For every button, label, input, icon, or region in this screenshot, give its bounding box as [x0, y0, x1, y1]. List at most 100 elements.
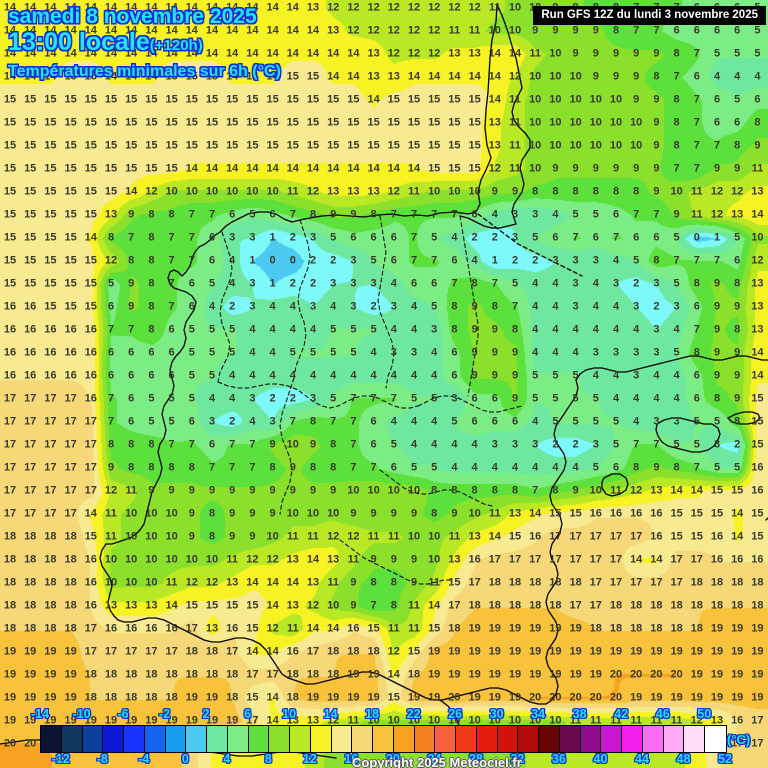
- grid-value: 4: [754, 70, 761, 83]
- grid-value: 16: [226, 622, 239, 635]
- grid-value: 17: [44, 461, 57, 474]
- color-scale-tick: 14: [323, 707, 338, 721]
- grid-value: 5: [410, 461, 418, 474]
- grid-value: 14: [205, 47, 219, 60]
- color-scale-swatch: [393, 726, 415, 752]
- grid-value: 15: [3, 185, 17, 198]
- grid-value: 14: [266, 714, 279, 727]
- grid-value: 7: [188, 208, 195, 221]
- color-scale-swatch: [705, 726, 726, 752]
- grid-value: 19: [529, 645, 542, 658]
- grid-value: 4: [431, 369, 438, 382]
- grid-value: 3: [653, 277, 660, 290]
- grid-value: 18: [44, 599, 57, 612]
- grid-value: 7: [693, 116, 700, 129]
- color-scale-swatch: [456, 726, 477, 752]
- grid-value: 11: [347, 714, 360, 727]
- grid-value: 9: [390, 507, 397, 520]
- grid-value: 14: [104, 1, 118, 14]
- grid-value: 4: [229, 392, 236, 405]
- grid-value: 10: [569, 139, 582, 152]
- grid-value: 6: [491, 392, 498, 405]
- grid-value: 9: [390, 553, 397, 566]
- grid-value: 6: [188, 300, 195, 313]
- grid-value: 13: [448, 47, 461, 60]
- grid-value: 4: [612, 369, 620, 382]
- grid-value: 2: [471, 231, 478, 244]
- grid-value: 9: [229, 530, 236, 543]
- grid-value: 9: [370, 507, 377, 520]
- grid-value: 5: [592, 461, 599, 474]
- grid-value: 18: [104, 691, 118, 704]
- grid-value: 18: [306, 668, 320, 681]
- grid-value: 4: [208, 300, 216, 313]
- grid-value: 16: [710, 530, 724, 543]
- grid-value: 18: [407, 668, 421, 681]
- grid-value: 6: [693, 24, 700, 37]
- grid-value: 10: [589, 484, 602, 497]
- grid-value: 14: [731, 530, 744, 543]
- grid-value: 8: [148, 254, 155, 267]
- grid-value: 14: [246, 24, 259, 37]
- grid-value: 15: [44, 277, 57, 290]
- grid-value: 0: [693, 231, 700, 244]
- grid-value: 11: [670, 714, 683, 727]
- grid-value: 17: [569, 599, 582, 612]
- grid-value: 14: [367, 162, 380, 175]
- grid-value: 19: [205, 691, 219, 704]
- grid-value: 12: [104, 254, 118, 267]
- grid-value: 5: [552, 392, 559, 405]
- grid-value: 7: [511, 300, 519, 313]
- grid-value: 15: [64, 116, 77, 129]
- grid-value: 10: [569, 70, 582, 83]
- grid-value: 6: [471, 415, 478, 428]
- grid-value: 9: [229, 507, 236, 520]
- grid-value: 11: [226, 553, 239, 566]
- grid-value: 19: [448, 668, 461, 681]
- grid-value: 18: [468, 599, 481, 612]
- grid-value: 10: [266, 530, 279, 543]
- grid-value: 13: [751, 300, 764, 313]
- grid-value: 17: [650, 576, 663, 589]
- grid-value: 5: [148, 415, 155, 428]
- grid-value: 9: [229, 484, 236, 497]
- grid-value: 0: [269, 254, 276, 267]
- grid-value: 4: [511, 461, 519, 474]
- grid-value: 6: [168, 323, 175, 336]
- grid-value: 11: [448, 530, 461, 543]
- grid-value: 16: [84, 599, 97, 612]
- grid-value: 15: [306, 116, 320, 129]
- grid-value: 9: [471, 300, 478, 313]
- grid-value: 14: [3, 24, 17, 37]
- grid-value: 3: [309, 392, 317, 405]
- grid-value: 4: [592, 300, 599, 313]
- grid-value: 14: [751, 369, 764, 382]
- grid-value: 13: [327, 185, 340, 198]
- grid-value: 6: [107, 346, 115, 359]
- grid-value: 8: [451, 484, 458, 497]
- grid-value: 13: [367, 185, 380, 198]
- forecast-time-label: 13:00 locale(+120h): [8, 29, 281, 55]
- grid-value: 7: [653, 24, 660, 37]
- grid-value: 15: [468, 93, 481, 106]
- grid-value: 9: [572, 484, 579, 497]
- grid-value: 5: [754, 24, 761, 37]
- grid-value: 15: [246, 116, 259, 129]
- grid-value: 9: [289, 461, 296, 474]
- grid-value: 14: [266, 645, 279, 658]
- grid-value: 18: [84, 691, 97, 704]
- grid-value: 4: [249, 323, 256, 336]
- grid-value: 10: [125, 530, 138, 543]
- grid-value: 6: [673, 24, 680, 37]
- grid-value: 19: [529, 622, 542, 635]
- grid-value: 19: [731, 645, 744, 658]
- grid-value: 8: [128, 461, 135, 474]
- grid-value: 17: [3, 507, 17, 520]
- grid-value: 11: [307, 530, 319, 543]
- grid-value: 7: [350, 415, 357, 428]
- grid-value: 18: [488, 576, 501, 589]
- grid-value: 15: [428, 93, 441, 106]
- grid-value: 17: [670, 553, 683, 566]
- grid-value: 11: [589, 714, 602, 727]
- grid-value: 19: [710, 645, 724, 658]
